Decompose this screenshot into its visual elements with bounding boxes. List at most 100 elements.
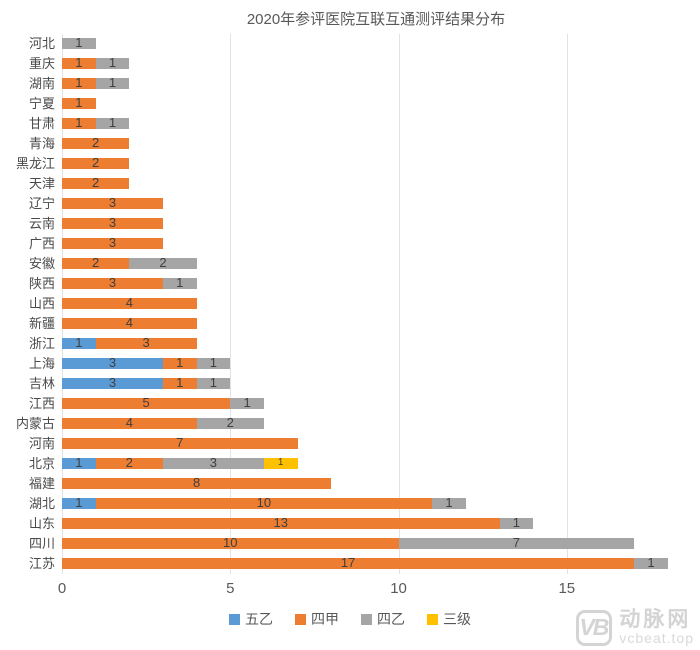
bar-row: 天津 2 — [29, 174, 690, 194]
y-axis-label: 安徽 — [28, 256, 55, 271]
plot-area: 河北 1 重庆 1 1 湖南 1 1 宁夏 1 甘肃 1 1 青海 2 黑龙江 2 天津 2 辽宁 3 云南 3 广西 3 安徽 2… — [16, 34, 690, 574]
stacked-bar: 3 1 1 — [62, 355, 690, 370]
data-label: 4 — [125, 295, 133, 310]
bar-segment-四甲: 3 — [62, 275, 163, 290]
y-axis-label: 四川 — [28, 536, 55, 551]
bar-segment-五乙: 1 — [62, 495, 96, 510]
data-label: 2 — [159, 255, 167, 270]
watermark-text: 动脉网 vcbeat.top — [619, 609, 694, 646]
y-axis-label: 天津 — [28, 176, 55, 191]
bar-row: 湖北 1 10 1 — [29, 494, 690, 514]
bar-segment-四乙: 2 — [196, 415, 264, 430]
data-label: 1 — [75, 55, 83, 70]
data-label: 3 — [108, 275, 117, 290]
stacked-bar: 4 — [62, 315, 690, 330]
y-axis-label: 黑龙江 — [15, 156, 55, 171]
x-axis: 0 5 10 15 — [58, 574, 690, 602]
y-axis-label: 江苏 — [28, 556, 55, 571]
bar-segment-四乙: 2 — [129, 255, 197, 270]
data-label: 3 — [108, 215, 117, 230]
bar-segment-四乙: 1 — [95, 55, 130, 70]
bar-row: 山东 13 1 — [29, 514, 690, 534]
data-label: 7 — [512, 535, 520, 550]
data-label: 3 — [209, 455, 218, 470]
legend-label: 四甲 — [311, 611, 339, 627]
bar-segment-四乙: 7 — [398, 535, 635, 550]
legend-item-四乙: 四乙 — [361, 609, 405, 629]
bar-segment-四甲: 4 — [62, 315, 197, 330]
bar-row: 上海 3 1 1 — [29, 354, 690, 374]
data-label: 3 — [108, 375, 117, 390]
y-axis-label: 江西 — [28, 396, 55, 411]
stacked-bar: 2 — [62, 155, 690, 170]
y-axis-label: 云南 — [28, 216, 55, 231]
bar-segment-四乙: 1 — [95, 115, 130, 130]
bar-segment-四乙: 1 — [432, 495, 466, 510]
x-axis-tick-label: 15 — [558, 580, 576, 597]
legend-swatch-icon — [427, 613, 438, 625]
gridline — [398, 34, 400, 574]
bar-segment-四甲: 7 — [62, 435, 298, 450]
legend-swatch-icon — [295, 613, 306, 625]
y-axis-label: 上海 — [28, 356, 55, 371]
bar-row: 浙江 1 3 — [29, 334, 690, 354]
data-label: 1 — [108, 75, 117, 90]
bar-segment-四乙: 1 — [196, 375, 231, 390]
data-label: 1 — [75, 35, 83, 50]
bar-segment-四甲: 4 — [62, 295, 197, 310]
legend-swatch-icon — [361, 613, 372, 625]
data-label: 3 — [108, 235, 117, 250]
stacked-bar: 3 — [62, 195, 690, 210]
bar-row: 江苏 17 1 — [29, 554, 690, 574]
bar-segment-四甲: 1 — [62, 95, 96, 110]
x-axis-tick-label: 0 — [57, 580, 67, 597]
stacked-bar: 1 10 1 — [62, 495, 690, 510]
bar-row: 河北 1 — [29, 34, 690, 54]
data-label: 1 — [277, 457, 284, 468]
chart-title: 2020年参评医院互联互通测评结果分布 — [246, 11, 506, 28]
legend-item-四甲: 四甲 — [295, 609, 339, 629]
bar-segment-四乙: 1 — [62, 35, 96, 50]
bar-segment-四甲: 13 — [62, 515, 500, 530]
data-label: 2 — [92, 155, 100, 170]
vcbeat-logo-icon: VB — [576, 609, 613, 646]
legend-item-三级: 三级 — [427, 609, 471, 629]
stacked-bar: 1 — [62, 95, 690, 110]
stacked-bar: 8 — [62, 475, 690, 490]
bar-segment-四甲: 2 — [62, 255, 130, 270]
stacked-bar: 1 — [62, 35, 690, 50]
bar-segment-四甲: 2 — [62, 175, 130, 190]
bar-row: 宁夏 1 — [29, 94, 690, 114]
data-label: 17 — [340, 555, 356, 570]
y-axis-label: 陕西 — [28, 276, 55, 291]
bar-row: 甘肃 1 1 — [29, 114, 690, 134]
data-label: 1 — [176, 375, 184, 390]
bar-row: 北京 1 2 3 1 — [29, 454, 690, 474]
data-label: 2 — [125, 455, 133, 470]
data-label: 2 — [92, 255, 100, 270]
data-label: 1 — [108, 55, 117, 70]
stacked-bar: 17 1 — [62, 555, 690, 570]
stacked-bar: 3 — [62, 235, 690, 250]
bar-segment-四乙: 1 — [196, 355, 231, 370]
bar-row: 陕西 3 1 — [29, 274, 690, 294]
y-axis-label: 湖北 — [28, 496, 55, 511]
data-label: 3 — [108, 355, 117, 370]
legend-item-五乙: 五乙 — [229, 609, 273, 629]
stacked-bar: 10 7 — [62, 535, 690, 550]
bar-segment-四甲: 5 — [62, 395, 231, 410]
bar-segment-四甲: 3 — [95, 335, 197, 350]
bar-segment-四甲: 1 — [62, 55, 96, 70]
data-label: 1 — [75, 95, 83, 110]
gridline — [230, 34, 232, 574]
data-label: 2 — [92, 175, 100, 190]
bar-row: 重庆 1 1 — [29, 54, 690, 74]
bar-row: 山西 4 — [29, 294, 690, 314]
bar-segment-四乙: 1 — [95, 75, 130, 90]
y-axis-label: 吉林 — [28, 376, 55, 391]
